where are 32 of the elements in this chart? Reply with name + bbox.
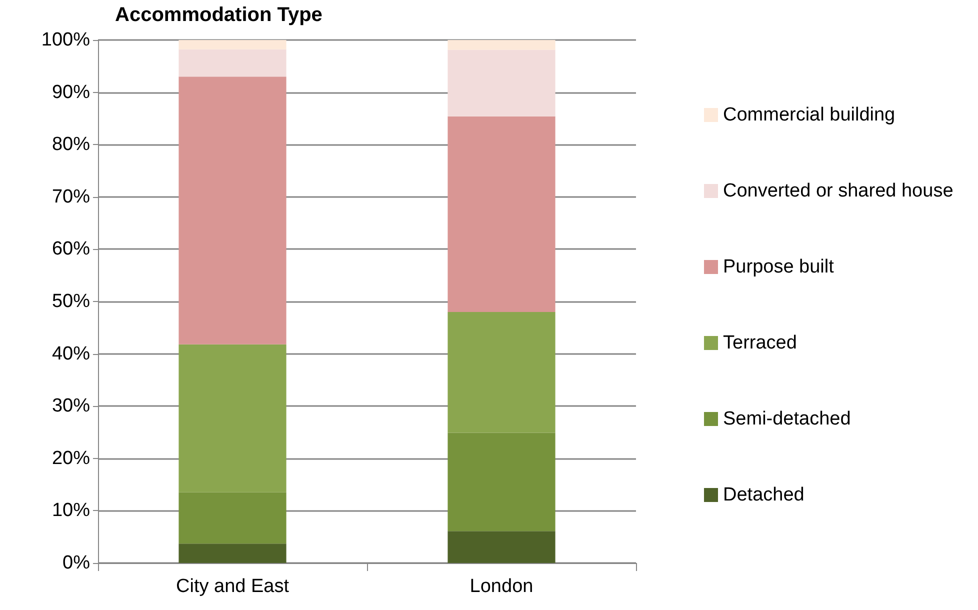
bar: [448, 432, 556, 532]
bar: [178, 76, 286, 344]
y-tick-label: 80%: [52, 134, 90, 156]
bar: [178, 492, 286, 544]
chart-title: Accommodation Type: [115, 4, 322, 26]
y-tick-label: 10%: [52, 500, 90, 522]
bar: [448, 116, 556, 312]
legend-label: Commercial building: [723, 104, 896, 126]
bar: [448, 312, 556, 433]
legend-label: Converted or shared house: [723, 180, 954, 202]
bar: [178, 544, 286, 563]
y-tick-label: 70%: [52, 186, 90, 208]
y-tick-label: 50%: [52, 291, 90, 312]
x-tick-label: City and East: [176, 576, 290, 597]
y-tick-label: 30%: [52, 396, 90, 417]
y-tick-label: 0%: [62, 552, 90, 574]
legend-label: Purpose built: [723, 256, 835, 278]
x-tick-label: London: [470, 576, 534, 597]
y-tick-label: 100%: [41, 30, 90, 50]
legend-label: Semi-detached: [723, 408, 851, 430]
bar: [178, 344, 286, 492]
bar: [448, 40, 556, 50]
bar: [178, 49, 286, 77]
legend-label: Terraced: [723, 332, 797, 354]
y-tick-label: 60%: [52, 238, 90, 260]
bar: [448, 531, 556, 563]
y-tick-label: 90%: [52, 82, 90, 103]
bar: [448, 50, 556, 116]
y-tick-label: 40%: [52, 343, 90, 364]
bar: [178, 40, 286, 50]
y-tick-label: 20%: [52, 448, 90, 469]
legend-label: Detached: [723, 484, 804, 506]
